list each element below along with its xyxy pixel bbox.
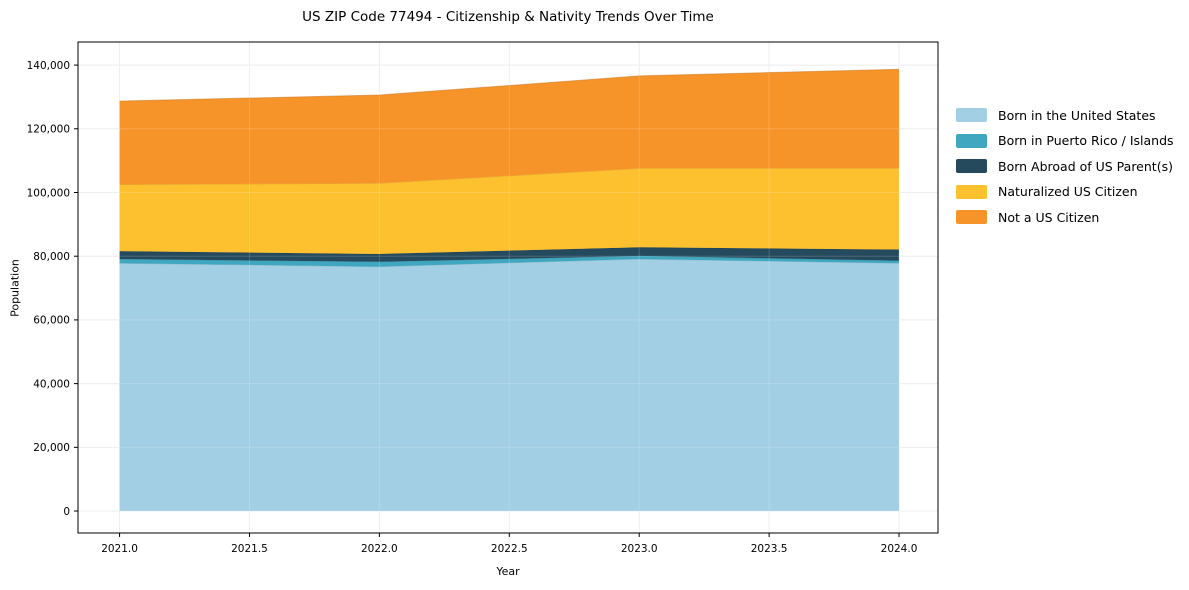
area-born-in-puerto-rico-islands	[119, 255, 900, 267]
x-axis-title: Year	[496, 565, 520, 578]
legend-label: Not a US Citizen	[998, 209, 1100, 225]
y-axis-title: Population	[8, 259, 22, 317]
area-not-a-us-citizen	[119, 69, 900, 185]
x-tick-label: 2022.5	[491, 543, 528, 555]
y-tick-label: 20,000	[33, 442, 70, 454]
chart-title: US ZIP Code 77494 - Citizenship & Nativi…	[302, 9, 714, 25]
legend-item-naturalized-us-citizen: Naturalized US Citizen	[956, 184, 1174, 200]
x-tick-label: 2021.5	[231, 543, 268, 555]
legend: Born in the United States Born in Puerto …	[956, 107, 1174, 235]
legend-swatch	[956, 133, 987, 148]
legend-item-not-a-us-citizen: Not a US Citizen	[956, 209, 1174, 225]
legend-item-born-in-the-united-states: Born in the United States	[956, 107, 1174, 123]
y-tick-label: 0	[63, 506, 70, 518]
legend-item-born-abroad-of-us-parent-s: Born Abroad of US Parent(s)	[956, 158, 1174, 174]
legend-swatch	[956, 210, 987, 224]
area-born-in-the-united-states	[119, 259, 900, 512]
y-tick-label: 60,000	[33, 315, 70, 327]
legend-swatch	[956, 184, 987, 199]
legend-swatch	[956, 159, 987, 173]
x-tick-label: 2023.5	[751, 543, 788, 555]
x-tick-label: 2021.0	[101, 543, 138, 555]
area-edge	[119, 68, 900, 102]
y-tick-label: 140,000	[27, 60, 70, 72]
area-naturalized-us-citizen	[119, 168, 900, 254]
y-tick-label: 40,000	[33, 378, 70, 390]
legend-item-born-in-puerto-rico-islands: Born in Puerto Rico / Islands	[956, 133, 1174, 149]
plot-border	[77, 41, 939, 534]
x-tick-label: 2022.0	[361, 543, 398, 555]
legend-label: Born in Puerto Rico / Islands	[998, 133, 1174, 148]
legend-swatch	[956, 108, 987, 122]
x-tick-label: 2024.0	[881, 543, 918, 555]
legend-label: Born Abroad of US Parent(s)	[998, 158, 1173, 174]
legend-label: Naturalized US Citizen	[998, 184, 1138, 199]
legend-label: Born in the United States	[998, 107, 1156, 123]
y-tick-label: 120,000	[27, 124, 70, 136]
y-tick-label: 80,000	[33, 251, 70, 263]
area-born-abroad-of-us-parent-s	[119, 247, 900, 262]
y-tick-label: 100,000	[27, 187, 70, 199]
x-tick-label: 2023.0	[621, 543, 658, 555]
